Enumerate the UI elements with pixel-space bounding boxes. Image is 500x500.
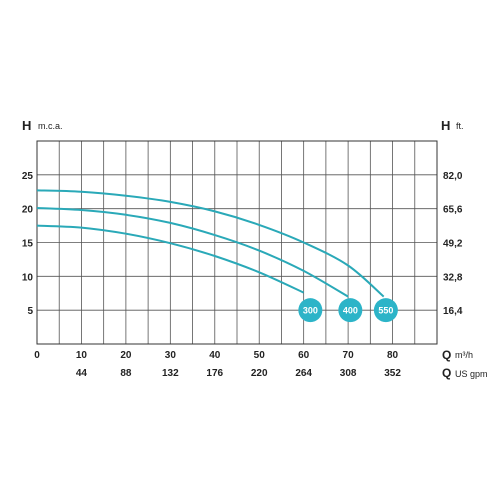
- right-axis-symbol: H: [441, 118, 450, 133]
- x2-tick-label: 44: [76, 368, 88, 379]
- y-tick-label: 25: [22, 171, 34, 182]
- right-y-ticks: 16,4 32,8 49,2 65,6 82,0: [443, 171, 463, 317]
- left-axis-symbol: H: [22, 118, 31, 133]
- x-tick-label: 80: [387, 350, 399, 361]
- y-tick-label: 5: [27, 306, 33, 317]
- y-tick-label: 20: [22, 205, 34, 216]
- y-right-tick-label: 65,6: [443, 205, 463, 216]
- x2-tick-label: 352: [384, 368, 401, 379]
- y-tick-label: 10: [22, 272, 34, 283]
- y-right-tick-label: 82,0: [443, 171, 463, 182]
- series-badge-label: 400: [343, 306, 358, 316]
- y-right-tick-label: 49,2: [443, 239, 463, 250]
- series-line-300: [36, 224, 305, 294]
- curve-badges: 300 400 550: [298, 298, 398, 323]
- series-badge-400: [338, 298, 363, 323]
- y-tick-label: 15: [22, 239, 34, 250]
- left-axis-unit: m.c.a.: [38, 121, 63, 131]
- x-axis-symbol: Q: [442, 348, 451, 362]
- x-ticks-secondary: 44 88 132 176 220 264 308 352: [76, 368, 401, 379]
- x-tick-label: 60: [298, 350, 310, 361]
- series-line-550: [36, 189, 385, 298]
- x-ticks-primary: 0 10 20 30 40 50 60 70 80: [34, 350, 398, 361]
- x-tick-label: 70: [343, 350, 355, 361]
- series-badge-300: [298, 298, 323, 323]
- right-axis-unit: ft.: [456, 121, 464, 131]
- series-badge-550: [373, 298, 398, 323]
- x2-tick-label: 220: [251, 368, 268, 379]
- y-right-tick-label: 32,8: [443, 272, 463, 283]
- x-tick-label: 30: [165, 350, 177, 361]
- series-badge-label: 300: [303, 306, 318, 316]
- series-badge-label: 550: [378, 306, 393, 316]
- left-y-ticks: 5 10 15 20 25: [22, 171, 34, 317]
- series-line-400: [36, 207, 349, 298]
- x-tick-label: 0: [34, 350, 40, 361]
- x2-axis-symbol: Q: [442, 366, 451, 380]
- x-axis-unit: m³/h: [455, 350, 473, 360]
- x2-tick-label: 132: [162, 368, 179, 379]
- x2-tick-label: 176: [206, 368, 223, 379]
- plot-frame: [36, 140, 438, 345]
- x2-axis-unit: US gpm: [455, 369, 488, 379]
- x-tick-label: 50: [254, 350, 266, 361]
- x-tick-label: 20: [120, 350, 132, 361]
- x2-tick-label: 264: [295, 368, 312, 379]
- x2-tick-label: 88: [120, 368, 132, 379]
- y-right-tick-label: 16,4: [443, 306, 463, 317]
- curves: [36, 189, 385, 298]
- x2-tick-label: 308: [340, 368, 357, 379]
- x-tick-label: 10: [76, 350, 88, 361]
- x-tick-label: 40: [209, 350, 221, 361]
